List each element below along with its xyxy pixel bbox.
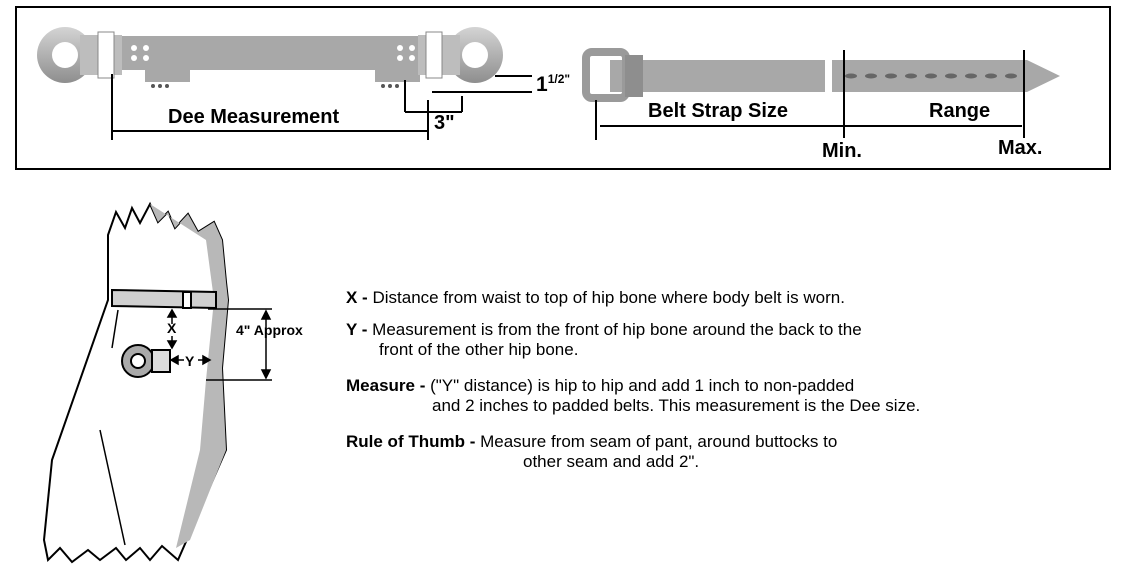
definition-text: Distance from waist to top of hip bone w… [372, 288, 845, 307]
strap-width-label: 11/2" [536, 72, 570, 97]
right-dee-ring-icon [397, 27, 503, 83]
definition-term: X - [346, 288, 368, 307]
y-marker-label: Y [185, 353, 195, 369]
definition-rule-of-thumb: Rule of Thumb - Measure from seam of pan… [346, 432, 837, 452]
diagram-frame [15, 6, 1111, 170]
definition-text: Measurement is from the front of hip bon… [372, 320, 862, 339]
strap-width-main: 1 [536, 73, 548, 96]
belt-strap-lines [595, 50, 1025, 140]
dee-measurement-lines [111, 74, 532, 140]
left-dee-ring-icon [37, 27, 149, 83]
definition-measure: Measure - ("Y" distance) is hip to hip a… [346, 376, 854, 396]
body-belt-illustration [37, 27, 503, 88]
max-label: Max. [998, 137, 1043, 159]
definition-measure-cont: and 2 inches to padded belts. This measu… [432, 396, 921, 415]
definition-text: Measure from seam of pant, around buttoc… [480, 432, 838, 451]
range-label: Range [929, 100, 991, 122]
three-inch-label: 3" [434, 112, 455, 134]
dee-measurement-label: Dee Measurement [168, 106, 340, 128]
body-figure-illustration [42, 201, 230, 564]
definition-term: Y - [346, 320, 368, 339]
definition-y-cont: front of the other hip bone. [379, 340, 579, 359]
definition-rule-of-thumb-cont: other seam and add 2". [523, 452, 700, 471]
definition-x: X - Distance from waist to top of hip bo… [346, 288, 845, 308]
definition-y: Y - Measurement is from the front of hip… [346, 320, 862, 340]
definition-term: Rule of Thumb - [346, 432, 476, 451]
figure-measurement-lines [166, 308, 272, 381]
approx-label: 4" Approx [236, 322, 303, 338]
belt-pad [120, 36, 420, 70]
min-label: Min. [822, 140, 862, 162]
strap-width-fraction: 1/2" [547, 72, 571, 86]
belt-strap-size-label: Belt Strap Size [648, 100, 789, 122]
definition-term: Measure - [346, 376, 426, 395]
belt-strap-illustration [582, 48, 1060, 102]
x-marker-label: X [167, 320, 177, 336]
definition-text: ("Y" distance) is hip to hip and add 1 i… [430, 376, 855, 395]
